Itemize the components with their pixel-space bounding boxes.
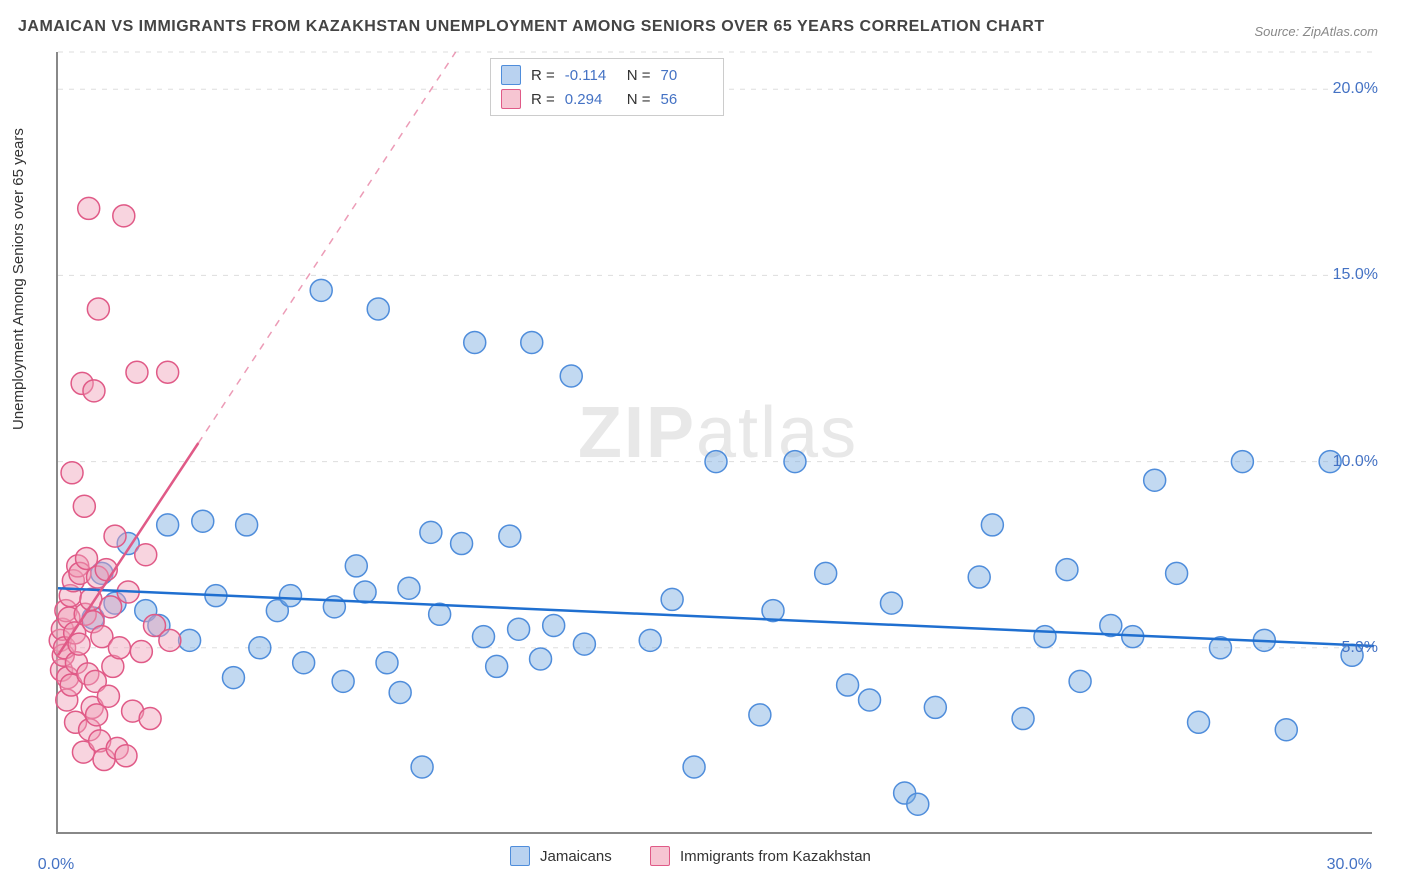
legend-swatch bbox=[501, 65, 521, 85]
y-tick-label: 15.0% bbox=[1333, 266, 1378, 284]
n-value: 56 bbox=[661, 91, 713, 108]
r-value: 0.294 bbox=[565, 91, 617, 108]
plot-area: ZIPatlas bbox=[56, 52, 1372, 834]
y-tick-label: 20.0% bbox=[1333, 80, 1378, 98]
legend-stats-row: R = 0.294 N = 56 bbox=[501, 87, 713, 111]
legend-series-label: Jamaicans bbox=[540, 848, 612, 865]
y-tick-label: 10.0% bbox=[1333, 453, 1378, 471]
r-label: R = bbox=[531, 91, 555, 108]
source-label: Source: ZipAtlas.com bbox=[1254, 24, 1378, 39]
plot-svg bbox=[58, 52, 1372, 832]
legend-swatch bbox=[510, 846, 530, 866]
chart-title: JAMAICAN VS IMMIGRANTS FROM KAZAKHSTAN U… bbox=[18, 18, 1045, 36]
n-label: N = bbox=[627, 91, 651, 108]
legend-swatch bbox=[501, 89, 521, 109]
r-label: R = bbox=[531, 67, 555, 84]
y-axis-label: Unemployment Among Seniors over 65 years bbox=[10, 128, 27, 430]
legend-stats: R = -0.114 N = 70 R = 0.294 N = 56 bbox=[490, 58, 724, 116]
legend-series-item: Jamaicans bbox=[510, 846, 612, 866]
x-tick-label: 30.0% bbox=[1327, 856, 1372, 874]
legend-swatch bbox=[650, 846, 670, 866]
legend-series-label: Immigrants from Kazakhstan bbox=[680, 848, 871, 865]
n-label: N = bbox=[627, 67, 651, 84]
r-value: -0.114 bbox=[565, 67, 617, 84]
n-value: 70 bbox=[661, 67, 713, 84]
y-tick-label: 5.0% bbox=[1342, 639, 1378, 657]
legend-stats-row: R = -0.114 N = 70 bbox=[501, 63, 713, 87]
legend-series-item: Immigrants from Kazakhstan bbox=[650, 846, 871, 866]
x-tick-label: 0.0% bbox=[38, 856, 74, 874]
